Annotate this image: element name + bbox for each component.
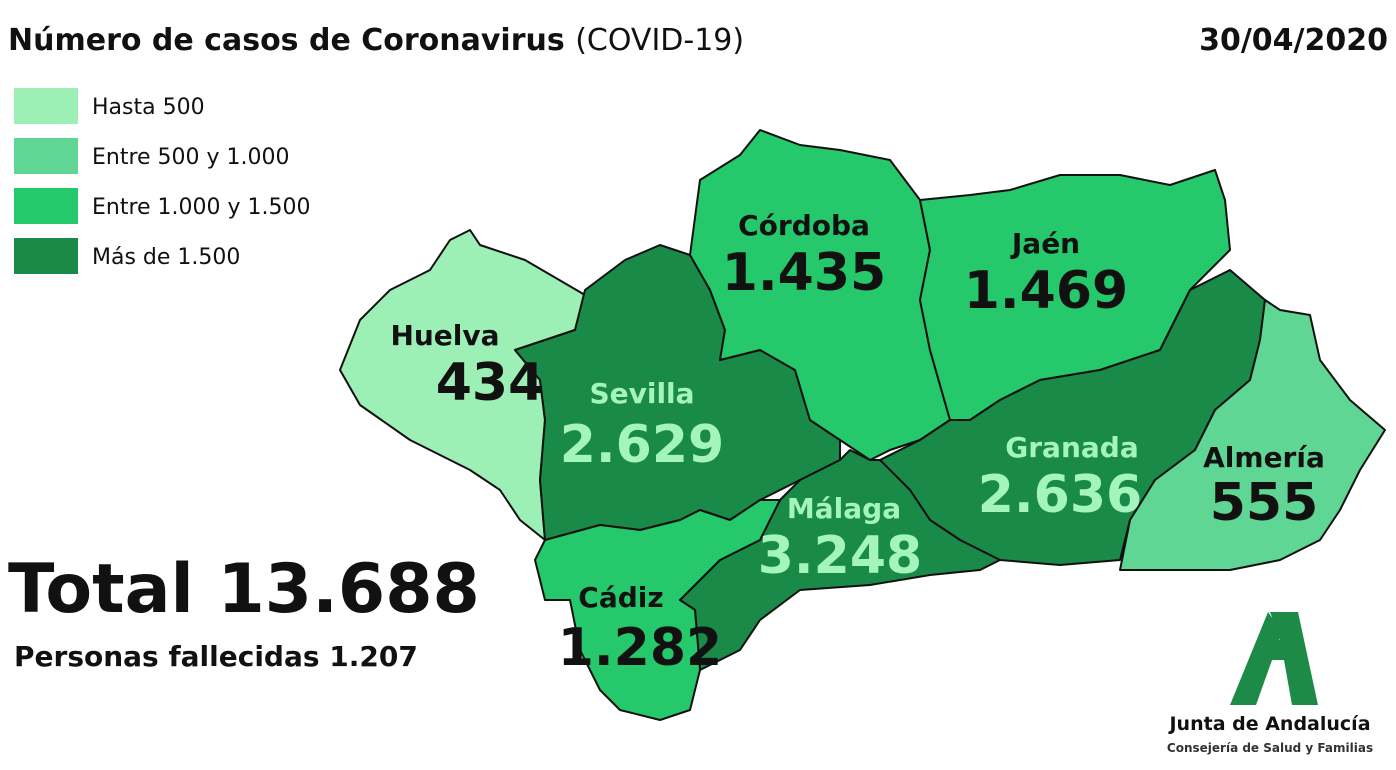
legend: Hasta 500 Entre 500 y 1.000 Entre 1.000 y … (14, 88, 311, 274)
province-name: Córdoba (738, 209, 870, 242)
subtitle: (COVID-19) (575, 23, 744, 58)
deaths: Personas fallecidas 1.207 (14, 640, 418, 673)
logo-department: Consejería de Salud y Familias (1167, 741, 1373, 755)
province-cases: 434 (436, 353, 545, 413)
logo: Junta de Andalucía Consejería de Salud y… (1167, 612, 1373, 755)
province-shape (534, 499, 781, 721)
logo-mark (1262, 612, 1318, 705)
province-shape (1119, 299, 1386, 571)
province-cases: 1.469 (964, 261, 1128, 321)
province-name: Cádiz (578, 581, 663, 614)
legend-swatch (14, 188, 78, 224)
total-label: Total (8, 550, 194, 629)
deaths-label: Personas fallecidas (14, 640, 320, 673)
deaths-value: 1.207 (329, 640, 418, 673)
total: Total 13.688 (8, 550, 480, 629)
province-name: Málaga (787, 492, 901, 525)
province-cases: 555 (1210, 473, 1319, 533)
province-cases: 1.435 (722, 243, 886, 303)
legend-swatch (14, 138, 78, 174)
legend-swatch (14, 88, 78, 124)
province-cases: 2.629 (560, 415, 724, 475)
legend-swatch (14, 238, 78, 274)
total-value: 13.688 (217, 550, 479, 629)
date: 30/04/2020 (1199, 23, 1388, 58)
logo-mark (1230, 612, 1282, 705)
legend-label: Entre 500 y 1.000 (92, 145, 290, 170)
title: Número de casos de Coronavirus (COVID-19… (8, 23, 744, 58)
province-cases: 3.248 (758, 526, 922, 586)
province-name: Jaén (1010, 227, 1080, 260)
province-shape (679, 449, 1001, 671)
province-name: Huelva (390, 319, 499, 352)
title-text: Número de casos de Coronavirus (8, 23, 565, 58)
map (339, 129, 1386, 721)
legend-label: Entre 1.000 y 1.500 (92, 195, 311, 220)
legend-label: Hasta 500 (92, 95, 205, 120)
province-name: Sevilla (589, 377, 694, 410)
legend-label: Más de 1.500 (92, 245, 240, 270)
logo-name: Junta de Andalucía (1167, 713, 1370, 735)
province-name: Almería (1203, 441, 1325, 474)
province-cases: 1.282 (558, 618, 722, 678)
province-cases: 2.636 (978, 465, 1142, 525)
province-name: Granada (1005, 431, 1138, 464)
